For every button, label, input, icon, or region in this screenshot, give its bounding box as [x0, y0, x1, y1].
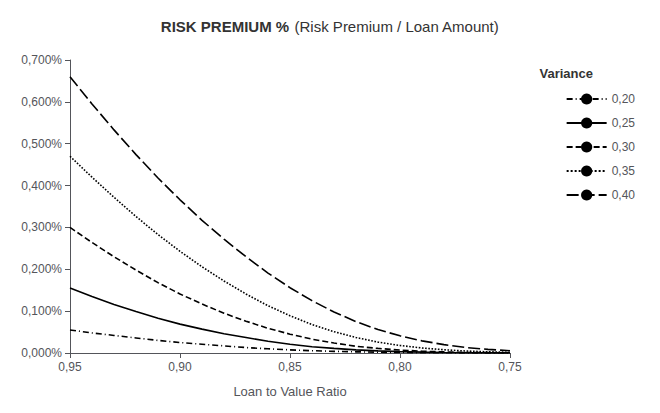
svg-text:0,85: 0,85	[278, 360, 302, 374]
svg-text:0,35: 0,35	[612, 164, 636, 178]
svg-text:(Risk Premium / Loan Amount): (Risk Premium / Loan Amount)	[295, 18, 499, 35]
svg-text:0,700%: 0,700%	[21, 53, 62, 67]
svg-text:0,95: 0,95	[58, 360, 82, 374]
svg-text:0,20: 0,20	[612, 92, 636, 106]
svg-text:0,40: 0,40	[612, 188, 636, 202]
svg-text:0,600%: 0,600%	[21, 95, 62, 109]
svg-text:0,400%: 0,400%	[21, 179, 62, 193]
svg-text:0,80: 0,80	[388, 360, 412, 374]
svg-text:0,200%: 0,200%	[21, 262, 62, 276]
svg-text:0,100%: 0,100%	[21, 304, 62, 318]
svg-text:0,500%: 0,500%	[21, 137, 62, 151]
svg-text:0,30: 0,30	[612, 140, 636, 154]
svg-text:Variance: Variance	[540, 66, 594, 81]
svg-text:RISK PREMIUM %: RISK PREMIUM %	[161, 18, 289, 35]
svg-text:0,90: 0,90	[168, 360, 192, 374]
svg-text:0,300%: 0,300%	[21, 220, 62, 234]
svg-text:0,75: 0,75	[498, 360, 522, 374]
svg-text:0,000%: 0,000%	[21, 346, 62, 360]
svg-text:Loan to Value Ratio: Loan to Value Ratio	[233, 384, 346, 399]
svg-text:0,25: 0,25	[612, 116, 636, 130]
